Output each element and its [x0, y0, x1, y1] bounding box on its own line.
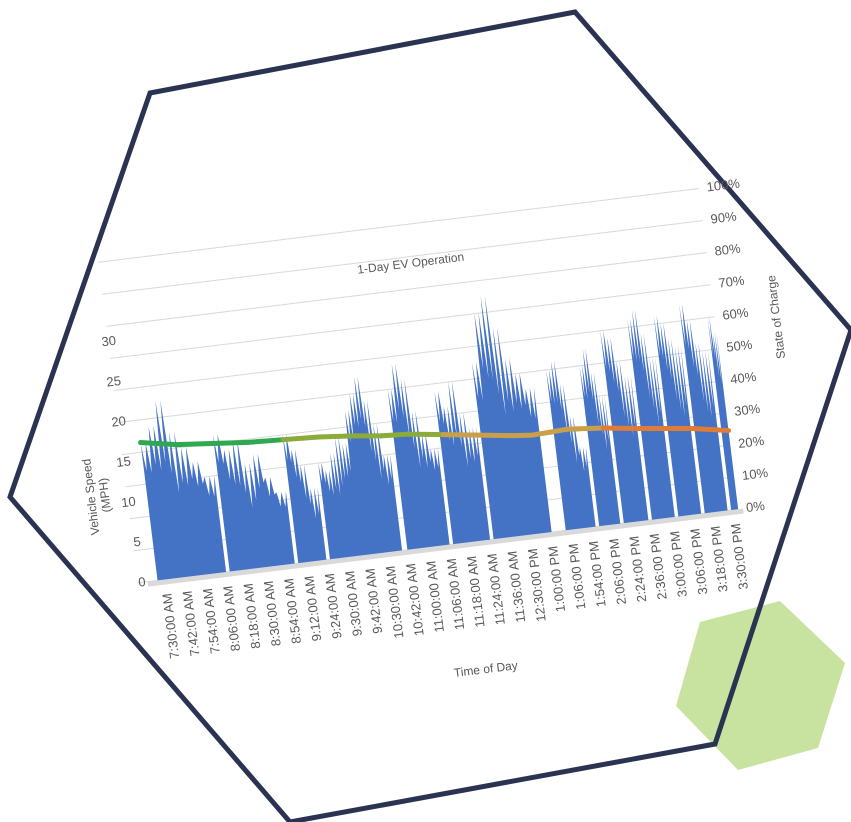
x-tick-label: 11:00:00 AM — [423, 560, 447, 633]
y-tick-label: 25 — [106, 373, 122, 390]
right-axis-ticks: 0% 10% 20% 30% 40% 50% 60% 70% 80% 90% 100% — [706, 175, 770, 515]
x-tick-label: 12:30:00 PM — [525, 548, 549, 623]
x-tick-label: 7:42:00 AM — [180, 590, 203, 657]
x-tick-label: 3:06:00 PM — [687, 528, 710, 596]
y2-tick-label: 20% — [737, 433, 765, 451]
x-tick-label: 7:54:00 AM — [200, 587, 223, 654]
soc-line-segment — [351, 433, 384, 439]
y-tick-label: 15 — [115, 453, 131, 470]
speed-area-segment — [282, 434, 327, 564]
x-tick-label: 8:06:00 AM — [220, 585, 243, 652]
y2-tick-label: 50% — [725, 337, 753, 355]
soc-line-segment — [316, 433, 357, 440]
soc-line-segment — [174, 441, 215, 448]
speed-area-segment — [471, 295, 552, 540]
y2-tick-label: 90% — [710, 208, 738, 226]
x-tick-label: 3:18:00 PM — [708, 525, 731, 593]
speed-area-segment — [707, 316, 739, 510]
y-tick-label: 0 — [137, 574, 146, 590]
x-tick-label: 1:54:00 PM — [586, 540, 609, 608]
speed-area-segment — [318, 376, 403, 560]
chart-title: 1-Day EV Operation — [357, 250, 465, 277]
y2-tick-label: 40% — [729, 369, 757, 387]
x-tick-label: 11:36:00 AM — [505, 550, 529, 623]
x-tick-label: 8:18:00 AM — [240, 582, 263, 649]
gridline — [110, 284, 711, 359]
y-axis-label-line2: (MPH) — [96, 477, 114, 513]
x-tick-label: 11:24:00 AM — [484, 553, 508, 626]
soc-line-segment — [600, 425, 642, 432]
speed-area-segment — [387, 363, 450, 550]
x-tick-label: 11:06:00 AM — [444, 558, 468, 631]
gridline — [98, 188, 699, 263]
gridline — [117, 348, 719, 424]
y2-tick-label: 80% — [714, 240, 742, 258]
soc-line-segment — [663, 425, 696, 432]
y2-tick-label: 100% — [706, 175, 741, 194]
y2-tick-label: 30% — [733, 401, 761, 419]
speed-area-segment — [653, 315, 702, 517]
y2-tick-label: 0% — [745, 498, 766, 515]
chart-area: 0 5 10 15 20 25 30 0% 10% 20% 30% 40% 50% 60% 70% 80% 9… — [79, 175, 788, 680]
soc-line-segment — [565, 425, 606, 432]
soc-line-segment — [138, 440, 162, 447]
x-tick-label: 2:24:00 PM — [626, 535, 649, 603]
x-tick-label: 11:18:00 AM — [464, 555, 488, 628]
x-tick-label: 3:00:00 PM — [667, 530, 690, 598]
y-tick-label: 30 — [101, 333, 117, 350]
soc-line-segment — [636, 426, 669, 432]
y2-tick-label: 60% — [722, 305, 750, 323]
soc-line-segment — [404, 431, 446, 438]
speed-area-segment — [545, 360, 596, 531]
y2-tick-label: 10% — [741, 465, 769, 483]
gridline — [102, 220, 703, 295]
soc-line-segment — [690, 425, 732, 434]
y2-tick-label: 70% — [718, 273, 746, 291]
soc-line-segment — [378, 431, 410, 439]
soc-line-segment — [440, 432, 482, 438]
speed-area-segment — [579, 348, 621, 527]
x-tick-label: 10:30:00 AM — [383, 565, 407, 639]
x-tick-label: 1:00:00 PM — [545, 545, 568, 613]
soc-line-segment — [530, 426, 571, 438]
x-tick-label: 8:30:00 AM — [261, 580, 284, 647]
y2-axis-label: State of Charge — [764, 274, 788, 359]
x-tick-label: 7:30:00 AM — [159, 592, 182, 659]
x-tick-label: 9:24:00 AM — [322, 573, 345, 640]
soc-line-segment — [476, 432, 518, 439]
left-axis-ticks: 0 5 10 15 20 25 30 — [101, 333, 147, 590]
soc-line-segment — [156, 441, 180, 448]
y-tick-label: 5 — [133, 534, 142, 550]
soc-line-segment — [512, 432, 536, 439]
soc-line-segment — [280, 434, 322, 443]
soc-line-segment — [245, 437, 286, 445]
x-tick-label: 9:30:00 AM — [342, 570, 365, 637]
y-tick-label: 10 — [120, 494, 136, 511]
x-tick-label: 1:06:00 PM — [565, 543, 588, 611]
frame-hexagon — [7, 9, 851, 822]
gridline — [106, 252, 707, 327]
y-tick-label: 20 — [111, 413, 127, 430]
state-of-charge-series — [138, 425, 732, 448]
speed-area-series — [140, 295, 739, 581]
speed-area-segment — [140, 400, 227, 581]
gridline — [113, 316, 715, 391]
speed-area-segment — [434, 381, 491, 545]
speed-area-segment — [627, 309, 675, 520]
x-tick-label: 9:42:00 AM — [362, 568, 385, 635]
x-axis-label: Time of Day — [453, 658, 518, 680]
speed-area-segment — [212, 434, 295, 572]
x-axis-floor — [147, 508, 744, 587]
x-tick-label: 2:06:00 PM — [606, 538, 629, 606]
x-tick-label: 3:30:00 PM — [728, 523, 751, 591]
x-tick-label: 9:12:00 AM — [301, 575, 324, 642]
speed-area-segment — [679, 303, 728, 514]
x-tick-label: 8:54:00 AM — [281, 578, 304, 645]
x-tick-label: 2:36:00 PM — [647, 533, 670, 601]
soc-line-segment — [209, 439, 251, 447]
y-axis-label: Vehicle Speed (MPH) — [79, 458, 114, 536]
x-tick-label: 10:42:00 AM — [403, 563, 427, 637]
